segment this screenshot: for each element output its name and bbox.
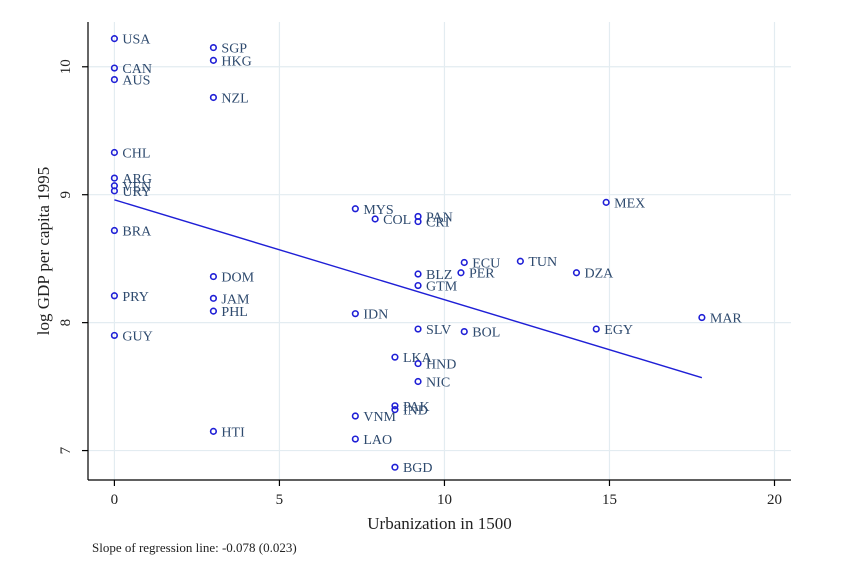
point-label-idn: IDN bbox=[363, 308, 388, 323]
y-axis-title: log GDP per capita 1995 bbox=[34, 167, 53, 335]
point-label-bra: BRA bbox=[122, 225, 152, 240]
axes: 0 5 10 15 20 7 8 9 10 bbox=[58, 22, 791, 508]
point-label-blz: BLZ bbox=[426, 268, 452, 283]
point-label-mys: MYS bbox=[363, 203, 393, 218]
data-point-gtm bbox=[414, 281, 422, 290]
point-label-hti: HTI bbox=[221, 425, 245, 440]
point-label-pak: PAK bbox=[403, 400, 430, 415]
data-point-phl bbox=[209, 307, 218, 315]
point-label-ind: IND bbox=[403, 404, 428, 419]
data-point-bgd bbox=[391, 463, 399, 471]
data-point-bra bbox=[110, 226, 119, 235]
point-label-pan: PAN bbox=[426, 210, 453, 225]
data-point-usa bbox=[110, 35, 119, 43]
point-label-slv: SLV bbox=[426, 323, 451, 338]
data-point-mar bbox=[698, 313, 706, 322]
data-point-hti bbox=[209, 427, 218, 435]
y-tick-label: 10 bbox=[58, 59, 74, 74]
regression-note: Slope of regression line: -0.078 (0.023) bbox=[92, 540, 297, 555]
point-label-aus: AUS bbox=[122, 74, 150, 89]
data-point-ecu bbox=[460, 258, 468, 267]
data-point-lka bbox=[391, 353, 399, 361]
point-label-nic: NIC bbox=[426, 375, 450, 390]
data-point-dom bbox=[209, 272, 218, 281]
x-tick-label: 10 bbox=[437, 492, 452, 508]
data-point-arg bbox=[110, 174, 119, 182]
point-label-lao: LAO bbox=[363, 433, 392, 448]
point-label-col: COL bbox=[383, 213, 411, 228]
data-point-aus bbox=[110, 75, 119, 84]
data-point-slv bbox=[414, 325, 422, 333]
point-label-dza: DZA bbox=[584, 267, 614, 282]
data-point-ind bbox=[391, 406, 399, 414]
data-point-sgp bbox=[209, 43, 218, 52]
regression-line bbox=[114, 199, 703, 379]
y-tick-label: 7 bbox=[58, 446, 74, 454]
data-point-col bbox=[371, 215, 379, 223]
data-point-dza bbox=[572, 269, 581, 277]
data-point-nzl bbox=[209, 93, 218, 102]
point-label-sgp: SGP bbox=[221, 42, 247, 57]
point-label-ecu: ECU bbox=[472, 257, 500, 272]
data-point-tun bbox=[516, 257, 524, 265]
data-point-bol bbox=[460, 327, 468, 336]
x-tick-label: 0 bbox=[111, 492, 119, 508]
point-label-mar: MAR bbox=[710, 312, 743, 327]
x-axis-title: Urbanization in 1500 bbox=[367, 514, 511, 533]
data-point-can bbox=[110, 64, 119, 72]
x-tick-label: 20 bbox=[767, 492, 782, 508]
point-label-dom: DOM bbox=[221, 271, 254, 286]
point-label-can: CAN bbox=[122, 62, 152, 77]
point-label-cri: CRI bbox=[426, 216, 450, 231]
point-label-bol: BOL bbox=[472, 326, 500, 341]
x-tick-label: 15 bbox=[602, 492, 617, 508]
point-label-ven: VEN bbox=[122, 180, 151, 195]
point-label-usa: USA bbox=[122, 33, 151, 48]
y-tick-label: 8 bbox=[58, 319, 74, 327]
data-point-pry bbox=[110, 292, 119, 300]
point-label-ury: URY bbox=[122, 185, 151, 200]
data-point-blz bbox=[414, 270, 422, 278]
data-point-vnm bbox=[351, 412, 359, 420]
point-label-jam: JAM bbox=[221, 292, 250, 307]
point-label-bgd: BGD bbox=[403, 461, 433, 476]
point-label-tun: TUN bbox=[528, 255, 557, 270]
point-label-phl: PHL bbox=[221, 305, 247, 320]
point-label-vnm: VNM bbox=[363, 410, 396, 425]
point-label-hnd: HND bbox=[426, 358, 456, 373]
y-tick-label: 9 bbox=[58, 191, 74, 199]
point-label-egy: EGY bbox=[604, 323, 633, 338]
point-label-mex: MEX bbox=[614, 196, 645, 211]
point-label-pry: PRY bbox=[122, 290, 148, 305]
x-tick-label: 5 bbox=[276, 492, 284, 508]
data-point-mys bbox=[351, 205, 359, 213]
data-point-per bbox=[457, 269, 465, 277]
point-label-per: PER bbox=[469, 267, 495, 282]
data-point-egy bbox=[592, 325, 600, 333]
point-label-gtm: GTM bbox=[426, 280, 458, 295]
data-point-ury bbox=[110, 187, 119, 195]
data-point-hkg bbox=[209, 56, 218, 64]
data-point-guy bbox=[110, 331, 119, 340]
data-point-cri bbox=[414, 217, 422, 226]
point-label-hkg: HKG bbox=[221, 54, 251, 69]
point-label-guy: GUY bbox=[122, 329, 152, 344]
data-point-hnd bbox=[414, 359, 422, 368]
data-point-lao bbox=[351, 435, 359, 443]
point-label-nzl: NZL bbox=[221, 91, 248, 106]
point-label-chl: CHL bbox=[122, 146, 150, 161]
point-label-arg: ARG bbox=[122, 172, 152, 187]
data-point-chl bbox=[110, 148, 119, 157]
data-point-mex bbox=[602, 198, 610, 206]
data-point-pak bbox=[391, 402, 399, 410]
data-point-idn bbox=[351, 310, 359, 318]
data-point-nic bbox=[414, 377, 422, 386]
grid-lines bbox=[88, 22, 791, 480]
point-label-lka: LKA bbox=[403, 351, 433, 366]
data-point-jam bbox=[209, 294, 218, 302]
regression-line-group bbox=[114, 199, 703, 379]
